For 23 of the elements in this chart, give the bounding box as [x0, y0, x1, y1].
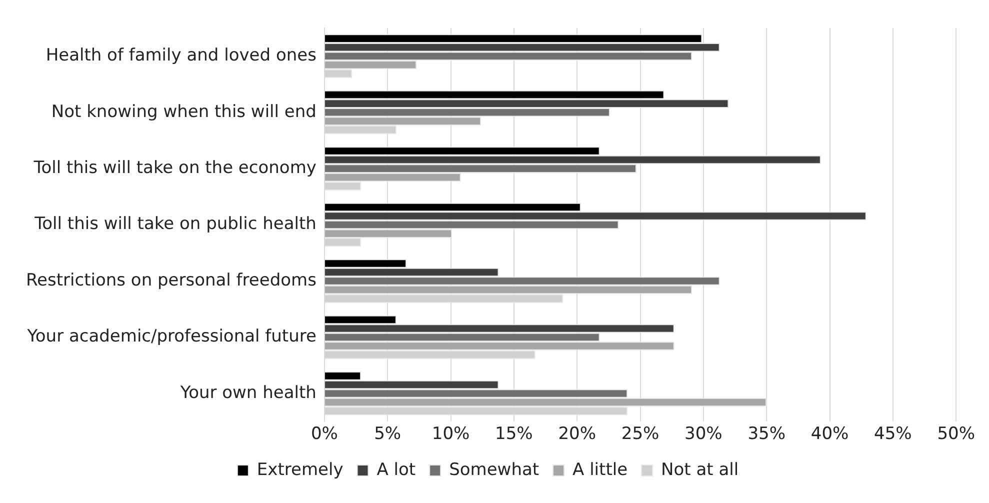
legend-label: Extremely — [256, 460, 344, 480]
y-tick-label: Toll this will take on the economy — [32, 158, 316, 178]
x-tick-label: 35% — [748, 424, 786, 444]
x-tick-label: 10% — [432, 424, 470, 444]
x-tick-label: 45% — [874, 424, 912, 444]
y-tick-label: Not knowing when this will end — [51, 102, 316, 122]
x-tick-label: 15% — [495, 424, 533, 444]
x-tick-label: 5% — [374, 424, 402, 444]
x-tick-label: 20% — [558, 424, 596, 444]
y-tick-label: Your own health — [179, 382, 316, 403]
y-tick-label: Your academic/professional future — [26, 326, 316, 347]
y-tick-label: Health of family and loved ones — [46, 46, 317, 66]
legend-label: A lot — [376, 460, 416, 480]
y-tick-label: Toll this will take on public health — [34, 214, 316, 234]
legend-label: Not at all — [661, 460, 739, 480]
legend-label: A little — [572, 460, 628, 480]
x-tick-label: 40% — [810, 424, 849, 444]
legend-label: Somewhat — [449, 460, 540, 480]
x-tick-label: 25% — [621, 424, 660, 444]
y-tick-label: Restrictions on personal freedoms — [26, 270, 317, 290]
x-tick-label: 30% — [684, 424, 722, 444]
x-tick-label: 0% — [310, 424, 338, 444]
x-tick-label: 50% — [937, 424, 976, 444]
